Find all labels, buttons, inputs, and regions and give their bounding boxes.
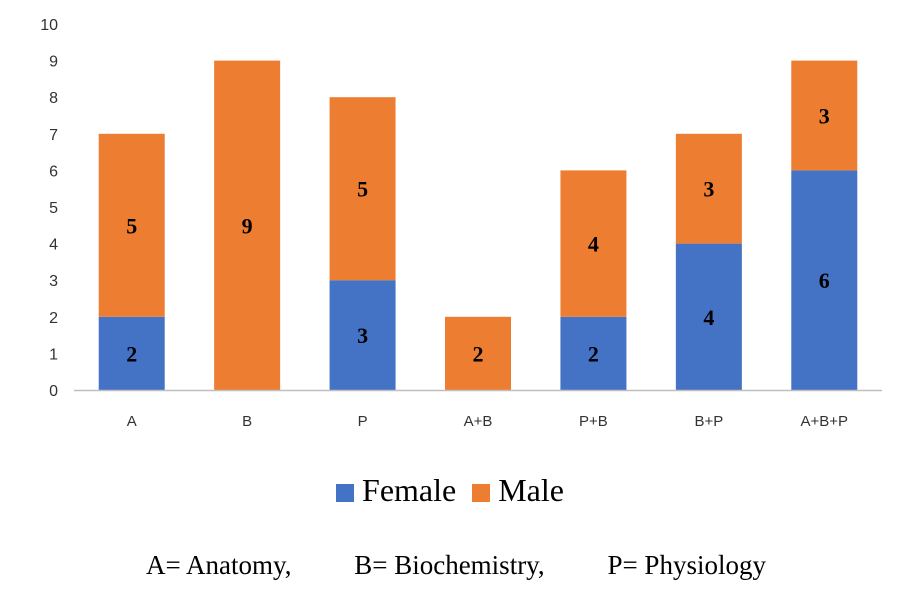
data-label-male: 5 <box>357 177 368 202</box>
bar-female-p <box>329 280 396 390</box>
data-label-male: 4 <box>588 232 599 257</box>
y-tick-label: 4 <box>49 237 58 254</box>
y-tick-label: 1 <box>49 346 58 363</box>
footnote-physiology: P= Physiology <box>607 550 766 580</box>
bar-male-p-b <box>560 170 627 317</box>
y-tick-label: 0 <box>49 383 58 400</box>
legend-label-female: Female <box>362 472 457 508</box>
legend-item-male: Male <box>472 472 564 509</box>
data-label-male: 3 <box>703 177 714 202</box>
legend-swatch-female <box>336 484 355 502</box>
footnote-biochemistry: B= Biochemistry, <box>354 550 545 580</box>
data-label-female: 2 <box>588 341 599 366</box>
x-tick-label: A+B <box>464 413 493 430</box>
bar-female-a-b-p <box>791 170 858 390</box>
legend-label-male: Male <box>498 472 564 508</box>
y-tick-label: 6 <box>49 163 58 180</box>
bar-male-a <box>98 133 165 317</box>
bar-female-p-b <box>560 316 627 390</box>
bar-female-a <box>98 316 165 390</box>
bar-male-a-b-p <box>791 60 858 171</box>
y-tick-label: 9 <box>49 54 58 71</box>
bar-male-b-p <box>675 133 742 244</box>
y-tick-label: 10 <box>40 17 58 34</box>
data-label-female: 2 <box>126 341 137 366</box>
bar-male-p <box>329 97 396 281</box>
legend-swatch-male <box>472 484 491 502</box>
x-tick-label: B+P <box>694 413 723 430</box>
data-label-male: 3 <box>819 104 830 129</box>
bar-male-b <box>214 60 281 390</box>
y-tick-label: 8 <box>49 90 58 107</box>
y-tick-label: 7 <box>49 127 58 144</box>
bar-male-a-b <box>445 316 511 390</box>
data-label-female: 4 <box>703 305 714 330</box>
data-label-female: 6 <box>819 268 830 293</box>
bar-female-b-p <box>675 243 742 390</box>
y-tick-label: 2 <box>49 310 58 327</box>
footnote-anatomy: A= Anatomy, <box>146 550 292 580</box>
data-label-male: 9 <box>242 213 253 238</box>
x-tick-label: A+B+P <box>801 413 849 430</box>
x-tick-label: P <box>358 413 368 430</box>
chart-legend: Female Male <box>0 472 900 509</box>
y-tick-label: 3 <box>49 273 58 290</box>
x-tick-label: P+B <box>579 413 608 430</box>
stacked-bar-chart: 0 1 2 3 4 5 6 7 8 9 10 2 5 A 9 B 3 5 P 2 A+B 2 4 P+B 4 3 B+P 6 3 A+B+… <box>40 17 882 430</box>
x-tick-label: B <box>242 413 252 430</box>
x-tick-label: A <box>127 413 137 430</box>
abbreviation-footnote: A= Anatomy, B= Biochemistry, P= Physiolo… <box>146 550 766 581</box>
data-label-male: 2 <box>473 341 484 366</box>
data-label-male: 5 <box>126 213 137 238</box>
data-label-female: 3 <box>357 323 368 348</box>
y-tick-label: 5 <box>49 200 58 217</box>
legend-item-female: Female <box>336 472 456 509</box>
